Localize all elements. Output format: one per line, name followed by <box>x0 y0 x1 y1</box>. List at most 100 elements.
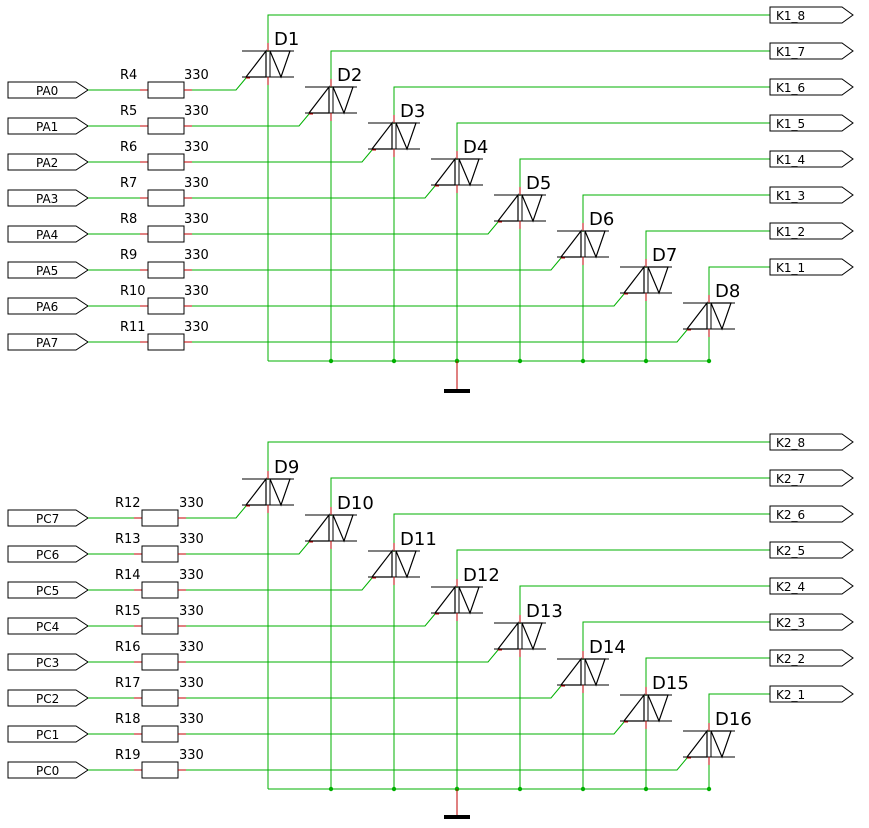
output-port-label: K2_4 <box>776 580 805 594</box>
resistor-value: 330 <box>184 248 209 263</box>
triac-label: D9 <box>274 457 299 478</box>
output-wire <box>582 621 770 660</box>
resistor-label: R8 <box>120 212 137 227</box>
input-port <box>7 509 89 527</box>
output-port-label: K1_1 <box>776 261 805 275</box>
output-port-label: K1_8 <box>776 9 805 23</box>
resistor <box>147 81 185 99</box>
input-port <box>7 117 89 135</box>
triac-label: D16 <box>715 709 752 730</box>
gate-wire <box>186 577 373 591</box>
input-port <box>7 689 89 707</box>
resistor <box>141 725 179 743</box>
triac: D8 <box>683 281 740 337</box>
resistor <box>147 153 185 171</box>
output-port <box>769 469 854 487</box>
resistor-label: R6 <box>120 140 137 155</box>
resistor-label: R5 <box>120 104 137 119</box>
resistor-value: 330 <box>184 68 209 83</box>
input-port-label: PA1 <box>36 120 58 134</box>
gate-wire <box>186 721 625 735</box>
resistor-label: R13 <box>115 532 141 547</box>
input-port-label: PC1 <box>36 728 59 742</box>
output-port <box>769 6 854 24</box>
triac-label: D15 <box>652 673 689 694</box>
triac: D13 <box>494 601 563 657</box>
gate-wire <box>192 149 373 163</box>
output-port <box>769 222 854 240</box>
resistor-label: R4 <box>120 68 137 83</box>
triac-triangle <box>521 622 543 651</box>
input-port-label: PA2 <box>36 156 58 170</box>
resistor-label: R16 <box>115 640 141 655</box>
output-port-label: K2_8 <box>776 436 805 450</box>
output-port <box>769 613 854 631</box>
triac-label: D8 <box>715 281 740 302</box>
resistor <box>141 617 179 635</box>
output-port-label: K1_3 <box>776 189 805 203</box>
output-port-label: K2_6 <box>776 508 805 522</box>
resistor <box>147 117 185 135</box>
input-port <box>7 333 89 351</box>
resistor <box>147 261 185 279</box>
resistor-value: 330 <box>179 712 204 727</box>
gate-wire <box>192 257 562 271</box>
output-port-label: K2_7 <box>776 472 805 486</box>
input-port-label: PA3 <box>36 192 58 206</box>
triac-triangle <box>584 230 606 259</box>
output-wire <box>519 585 770 624</box>
output-wire <box>645 657 770 696</box>
output-port-label: K2_1 <box>776 688 805 702</box>
input-port-label: PA5 <box>36 264 58 278</box>
triac-triangle <box>269 478 291 507</box>
resistor-label: R19 <box>115 748 141 763</box>
output-port-label: K1_7 <box>776 45 805 59</box>
triac-label: D12 <box>463 565 500 586</box>
resistor-label: R7 <box>120 176 137 191</box>
resistor-label: R18 <box>115 712 141 727</box>
resistor <box>141 545 179 563</box>
input-port-label: PC6 <box>36 548 59 562</box>
input-port-label: PC7 <box>36 512 59 526</box>
triac: D11 <box>368 529 437 585</box>
output-wire <box>645 230 770 268</box>
input-port-label: PC2 <box>36 692 59 706</box>
triac: D9 <box>242 457 299 513</box>
output-port-label: K1_6 <box>776 81 805 95</box>
input-port <box>7 297 89 315</box>
triac: D10 <box>305 493 374 549</box>
resistor <box>141 689 179 707</box>
resistor-value: 330 <box>184 140 209 155</box>
output-wire <box>330 50 770 88</box>
resistor-value: 330 <box>179 532 204 547</box>
triac-label: D7 <box>652 245 677 266</box>
resistor <box>141 761 179 779</box>
resistor-value: 330 <box>179 604 204 619</box>
output-port-label: K2_3 <box>776 616 805 630</box>
resistor <box>141 653 179 671</box>
triac-label: D2 <box>337 65 362 86</box>
gate-wire <box>192 185 436 199</box>
input-port <box>7 153 89 171</box>
input-port <box>7 81 89 99</box>
triac: D2 <box>305 65 362 121</box>
resistor <box>147 189 185 207</box>
output-port <box>769 541 854 559</box>
output-wire <box>330 477 770 516</box>
resistor-value: 330 <box>179 676 204 691</box>
ground-symbol <box>444 815 470 819</box>
resistor <box>147 297 185 315</box>
output-port <box>769 649 854 667</box>
resistor-label: R12 <box>115 496 141 511</box>
triac-label: D10 <box>337 493 374 514</box>
gate-wire <box>186 649 499 663</box>
triac-label: D6 <box>589 209 614 230</box>
triac-block-2: K2_8 K2_7 K2_6 K2_5 K2_4 K2_3 K2_2 K2_1 PC7 R12 33… <box>7 433 854 819</box>
output-port <box>769 577 854 595</box>
input-port <box>7 225 89 243</box>
triac-label: D1 <box>274 29 299 50</box>
triac: D7 <box>620 245 677 301</box>
output-port <box>769 258 854 276</box>
resistor <box>147 333 185 351</box>
